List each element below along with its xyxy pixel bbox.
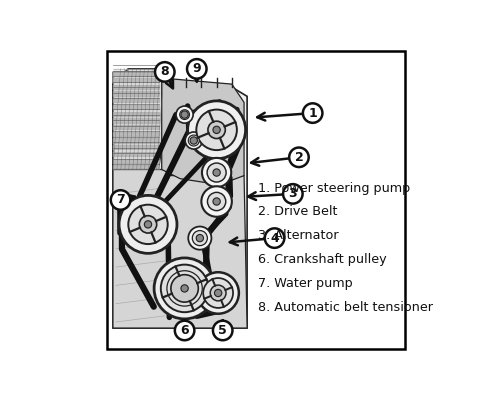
Circle shape	[144, 221, 152, 228]
Circle shape	[187, 59, 206, 79]
Circle shape	[265, 228, 284, 248]
Circle shape	[128, 205, 168, 244]
Circle shape	[196, 110, 237, 150]
Circle shape	[202, 158, 231, 187]
Text: 8: 8	[160, 65, 169, 78]
Text: 9: 9	[192, 62, 201, 75]
Text: 8. Automatic belt tensioner: 8. Automatic belt tensioner	[258, 301, 433, 314]
Text: 7: 7	[116, 194, 125, 206]
Circle shape	[190, 137, 198, 144]
Circle shape	[196, 234, 203, 242]
Circle shape	[119, 195, 177, 253]
Text: 3: 3	[288, 187, 297, 200]
Text: 1: 1	[308, 107, 317, 120]
Text: 6. Crankshaft pulley: 6. Crankshaft pulley	[258, 253, 386, 266]
Circle shape	[303, 103, 322, 123]
Circle shape	[213, 169, 220, 176]
Circle shape	[180, 110, 190, 120]
Circle shape	[207, 163, 226, 182]
Circle shape	[214, 289, 222, 297]
Circle shape	[213, 321, 233, 340]
Text: 1. Power steering pump: 1. Power steering pump	[258, 182, 410, 195]
Circle shape	[175, 321, 195, 340]
Circle shape	[198, 272, 239, 314]
Circle shape	[210, 285, 226, 301]
Circle shape	[188, 227, 212, 250]
Text: 7. Water pump: 7. Water pump	[258, 277, 352, 290]
Circle shape	[213, 198, 220, 205]
Text: 4: 4	[270, 232, 279, 245]
Circle shape	[188, 101, 246, 159]
Circle shape	[213, 126, 220, 133]
Circle shape	[208, 121, 226, 139]
Text: 2: 2	[294, 151, 304, 164]
Text: 6: 6	[180, 324, 189, 337]
Polygon shape	[162, 78, 244, 185]
Circle shape	[289, 148, 308, 167]
Circle shape	[185, 132, 202, 149]
Polygon shape	[113, 69, 247, 328]
Circle shape	[155, 62, 174, 82]
Circle shape	[140, 216, 156, 233]
Text: 5: 5	[218, 324, 227, 337]
Circle shape	[181, 111, 188, 118]
Text: 3. Alternator: 3. Alternator	[258, 229, 338, 242]
Circle shape	[154, 258, 215, 319]
Circle shape	[111, 190, 130, 210]
Polygon shape	[113, 169, 247, 328]
Circle shape	[176, 106, 193, 123]
Text: 2. Drive Belt: 2. Drive Belt	[258, 206, 338, 219]
Circle shape	[171, 275, 198, 302]
Circle shape	[208, 192, 226, 211]
Circle shape	[202, 186, 232, 217]
Circle shape	[161, 265, 208, 312]
Circle shape	[203, 278, 233, 308]
Circle shape	[192, 230, 208, 246]
Circle shape	[181, 285, 188, 292]
Circle shape	[188, 135, 199, 146]
Polygon shape	[113, 72, 171, 169]
Circle shape	[283, 184, 302, 204]
